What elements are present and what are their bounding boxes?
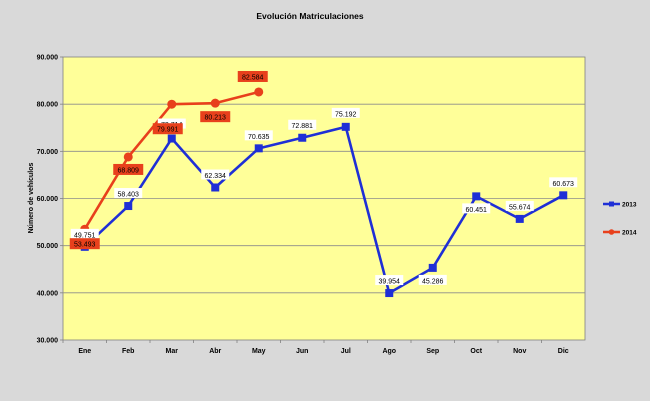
- data-label-2013: 49.751: [74, 232, 96, 239]
- y-tick-label: 80.000: [37, 102, 59, 109]
- data-point-2013: [385, 289, 394, 298]
- data-label-2013: 75.192: [335, 111, 357, 118]
- y-tick-label: 60.000: [37, 196, 59, 203]
- data-point-2013: [124, 202, 133, 211]
- data-point-2014: [167, 99, 177, 109]
- data-label-2013: 45.286: [422, 278, 444, 285]
- data-label-bg-2013: [70, 228, 99, 239]
- x-tick-label: Feb: [122, 348, 134, 355]
- data-point-2013: [559, 191, 568, 200]
- data-label-bg-2013: [418, 274, 447, 285]
- y-tick-label: 50.000: [37, 243, 59, 250]
- data-label-bg-2014: [69, 238, 100, 250]
- x-tick-label: Nov: [513, 348, 526, 355]
- y-tick-label: 30.000: [37, 338, 59, 345]
- data-point-2014: [123, 152, 133, 162]
- data-label-bg-2014: [200, 111, 231, 123]
- data-label-2013: 55.674: [509, 204, 531, 211]
- series-line-2013: [83, 125, 564, 295]
- data-label-2013: 62.334: [205, 173, 227, 180]
- x-tick-label: Jun: [296, 348, 308, 355]
- y-tick-label: 40.000: [37, 290, 59, 297]
- x-tick-label: Ago: [382, 348, 396, 355]
- data-point-2013: [254, 144, 263, 153]
- data-point-2013: [428, 263, 437, 272]
- data-label-2014: 53.493: [74, 242, 96, 249]
- data-label-bg-2013: [244, 130, 273, 141]
- data-point-2014: [254, 87, 264, 97]
- data-point-2013: [167, 134, 176, 143]
- data-label-bg-2013: [375, 275, 404, 286]
- data-label-bg-2013: [201, 169, 230, 180]
- legend-label-2014: 2014: [622, 230, 637, 237]
- data-label-2014: 79.991: [157, 127, 179, 134]
- data-label-2014: 68.809: [118, 167, 140, 174]
- x-tick-label: Ene: [78, 348, 91, 355]
- data-label-2013: 72.881: [292, 123, 314, 130]
- x-tick-label: Abr: [209, 348, 221, 355]
- data-label-bg-2013: [288, 119, 317, 130]
- data-label-bg-2013: [462, 203, 491, 214]
- data-point-2013: [515, 214, 524, 223]
- x-tick-label: May: [252, 348, 266, 355]
- y-tick-label: 90.000: [37, 55, 59, 62]
- data-label-bg-2014: [237, 70, 268, 82]
- data-label-2014: 80.213: [205, 115, 227, 122]
- data-point-2013: [472, 192, 481, 201]
- data-label-2013: 58.403: [118, 192, 140, 199]
- data-point-2013: [298, 133, 307, 142]
- data-label-bg-2013: [549, 177, 578, 188]
- data-label-2013: 60.451: [466, 207, 488, 214]
- data-label-2013: 60.673: [553, 181, 575, 188]
- data-point-2013: [341, 122, 350, 131]
- data-point-2014: [210, 98, 220, 108]
- y-axis-label: Número de vehículos: [28, 162, 35, 233]
- x-tick-label: Dic: [558, 348, 569, 355]
- data-label-bg-2014: [113, 163, 144, 175]
- x-tick-label: Jul: [341, 348, 351, 355]
- data-label-bg-2013: [505, 200, 534, 211]
- data-label-bg-2014: [152, 123, 183, 135]
- data-label-2013: 70.635: [248, 134, 270, 141]
- x-tick-label: Sep: [426, 348, 439, 355]
- legend-label-2013: 2013: [622, 202, 637, 209]
- data-label-2013: 39.954: [379, 279, 401, 286]
- data-point-2013: [211, 183, 220, 192]
- data-label-bg-2013: [114, 188, 143, 199]
- x-tick-label: Oct: [470, 348, 482, 355]
- data-label-2014: 82.584: [242, 74, 264, 81]
- y-tick-label: 70.000: [37, 149, 59, 156]
- chart-title: Evolución Matriculaciones: [256, 11, 363, 21]
- legend-marker-2013: [609, 201, 614, 207]
- data-label-bg-2013: [331, 107, 360, 118]
- x-tick-label: Mar: [166, 348, 179, 355]
- legend-marker-2014: [608, 229, 615, 235]
